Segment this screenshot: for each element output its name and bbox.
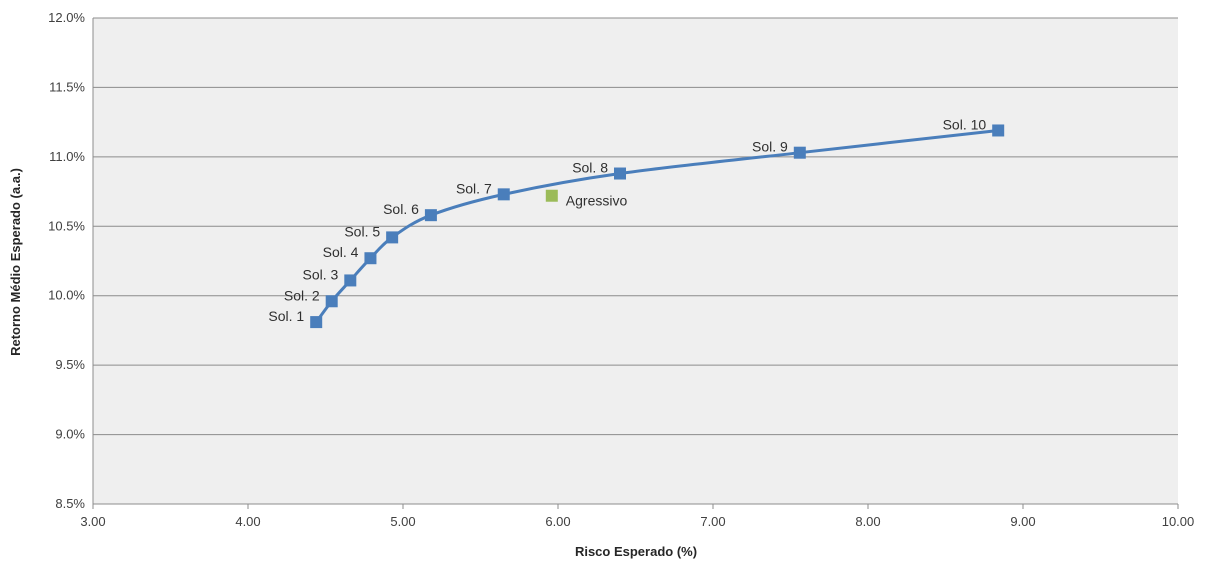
x-tick-labels: 3.00 4.00 5.00 6.00 7.00 8.00 9.00 10.00 bbox=[80, 514, 1194, 529]
data-point-marker bbox=[344, 274, 357, 287]
y-tick-label: 10.0% bbox=[48, 288, 85, 303]
data-point-marker bbox=[545, 189, 558, 202]
data-point-label: Sol. 6 bbox=[383, 201, 419, 217]
data-point-label: Sol. 1 bbox=[268, 308, 304, 324]
y-tick-label: 9.5% bbox=[55, 357, 85, 372]
data-point-label: Sol. 9 bbox=[752, 139, 788, 155]
x-tick-label: 5.00 bbox=[390, 514, 415, 529]
y-tick-label: 12.0% bbox=[48, 10, 85, 25]
data-point-label: Sol. 10 bbox=[943, 116, 987, 132]
plot-area bbox=[93, 18, 1178, 504]
x-tick-label: 7.00 bbox=[700, 514, 725, 529]
x-tick-label: 4.00 bbox=[235, 514, 260, 529]
y-tick-label: 11.0% bbox=[49, 149, 85, 164]
x-tick-label: 9.00 bbox=[1010, 514, 1035, 529]
x-tick-label: 8.00 bbox=[855, 514, 880, 529]
data-point-marker bbox=[424, 209, 437, 222]
data-point-marker bbox=[310, 316, 323, 329]
x-tick-label: 3.00 bbox=[80, 514, 105, 529]
data-point-label: Sol. 4 bbox=[323, 244, 359, 260]
data-point-label: Sol. 8 bbox=[572, 160, 608, 176]
data-point-marker bbox=[793, 146, 806, 159]
data-point-label: Sol. 2 bbox=[284, 287, 320, 303]
data-point-marker bbox=[325, 295, 338, 308]
y-tick-label: 10.5% bbox=[48, 218, 85, 233]
data-point-marker bbox=[992, 124, 1005, 137]
y-axis-title: Retorno Médio Esperado (a.a.) bbox=[8, 168, 23, 356]
x-tick-label: 6.00 bbox=[545, 514, 570, 529]
data-point-marker bbox=[497, 188, 510, 201]
y-tick-label: 9.0% bbox=[55, 427, 85, 442]
y-tick-label: 8.5% bbox=[55, 496, 85, 511]
x-tick-label: 10.00 bbox=[1162, 514, 1195, 529]
data-point-label: Sol. 5 bbox=[344, 223, 380, 239]
x-axis-title: Risco Esperado (%) bbox=[575, 544, 697, 559]
data-point-label: Sol. 7 bbox=[456, 180, 492, 196]
data-point-marker bbox=[386, 231, 399, 244]
data-point-marker bbox=[614, 167, 626, 180]
y-tick-label: 11.5% bbox=[49, 79, 85, 94]
data-point-marker bbox=[364, 252, 377, 265]
data-point-label: Sol. 3 bbox=[302, 266, 338, 282]
y-tick-labels: 8.5% 9.0% 9.5% 10.0% 10.5% 11.0% 11.5% 12.0% bbox=[48, 10, 85, 511]
grid-lines bbox=[92, 17, 1179, 509]
data-point-label: Agressivo bbox=[566, 193, 628, 209]
